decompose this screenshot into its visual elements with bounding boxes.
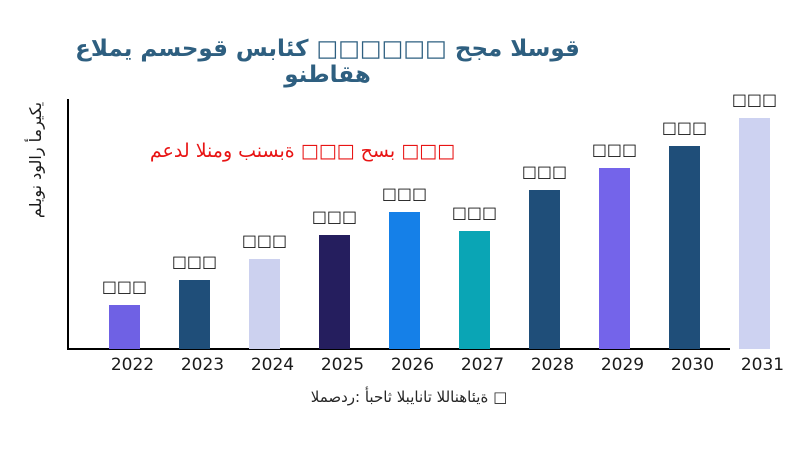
bar-2026 <box>389 212 420 349</box>
bar-2023 <box>179 280 210 349</box>
x-tick-label-2028: 2028 <box>530 355 575 375</box>
x-tick-label-2024: 2024 <box>250 355 295 375</box>
bar-value-label-2027: □□□ <box>451 203 498 222</box>
bar-value-label-2028: □□□ <box>521 162 568 181</box>
x-tick-label-2031: 2031 <box>740 355 785 375</box>
x-tick-label-2025: 2025 <box>320 355 365 375</box>
bar-value-label-2030: □□□ <box>661 118 708 137</box>
bar-2028 <box>529 190 560 349</box>
bar-value-label-2022: □□□ <box>101 277 148 296</box>
x-tick-label-2029: 2029 <box>600 355 645 375</box>
x-tick-label-2030: 2030 <box>670 355 715 375</box>
x-tick-label-2027: 2027 <box>460 355 505 375</box>
bar-value-label-2024: □□□ <box>241 231 288 250</box>
bar-2025 <box>319 235 350 349</box>
bar-2027 <box>459 231 490 349</box>
growth-rate-annotation: معدل النمو بنسبة □□□ حسب □□□ <box>149 140 456 162</box>
bar-value-label-2031: □□□ <box>731 90 778 109</box>
bar-2022 <box>109 305 140 349</box>
bar-value-label-2025: □□□ <box>311 207 358 226</box>
x-tick-label-2023: 2023 <box>180 355 225 375</box>
x-tick-label-2022: 2022 <box>110 355 155 375</box>
bar-2030 <box>669 146 700 349</box>
y-axis-label: مليون دولار أمريكي <box>26 101 45 219</box>
bar-2029 <box>599 168 630 349</box>
y-axis-line <box>67 99 69 350</box>
bar-value-label-2023: □□□ <box>171 252 218 271</box>
bar-2031 <box>739 118 770 349</box>
x-tick-label-2026: 2026 <box>390 355 435 375</box>
bar-2024 <box>249 259 280 349</box>
source-note: المصدر: أبحاث البيانات اللانهائية □ <box>310 388 508 406</box>
bar-value-label-2029: □□□ <box>591 140 638 159</box>
bar-value-label-2026: □□□ <box>381 184 428 203</box>
chart-title: عالمي مسحوق سبائك □□□□□□ حجم السوق ونطاق… <box>75 36 580 88</box>
x-axis-line <box>67 348 730 350</box>
